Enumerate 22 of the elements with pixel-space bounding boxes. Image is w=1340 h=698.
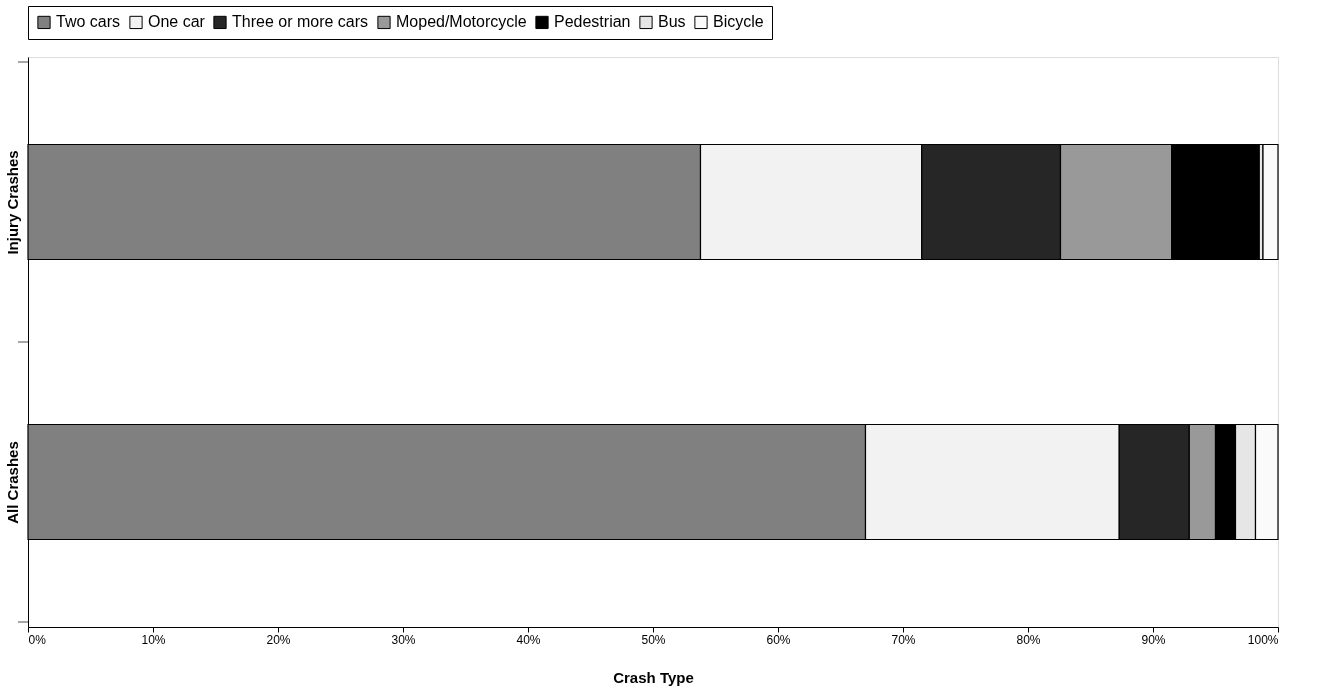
- legend-label: Moped/Motorcycle: [396, 13, 527, 31]
- x-tick-label: 50%: [641, 632, 666, 647]
- x-tick-label: 30%: [391, 632, 416, 647]
- legend-label: Bicycle: [713, 13, 764, 31]
- x-tick-label: 70%: [891, 632, 916, 647]
- x-tick-label: 0%: [28, 632, 47, 647]
- x-tick-label: 90%: [1141, 632, 1166, 647]
- x-tick-label: 10%: [141, 632, 166, 647]
- legend-label: Three or more cars: [232, 13, 369, 31]
- x-tick-label: 40%: [516, 632, 541, 647]
- legend-label: Bus: [658, 13, 686, 31]
- x-tick-label: 80%: [1016, 632, 1041, 647]
- legend-label: Two cars: [56, 13, 121, 31]
- legend-label: Pedestrian: [554, 13, 631, 31]
- x-tick-label: 20%: [266, 632, 291, 647]
- y-tick-label: Injury Crashes: [3, 150, 21, 255]
- bar: [1262, 143, 1279, 261]
- x-tick-label: 100%: [1247, 632, 1279, 647]
- y-tick-label: All Crashes: [3, 441, 21, 524]
- x-axis-title: Crash Type: [613, 668, 694, 686]
- legend-label: One car: [148, 13, 206, 31]
- x-tick-label: 60%: [766, 632, 791, 647]
